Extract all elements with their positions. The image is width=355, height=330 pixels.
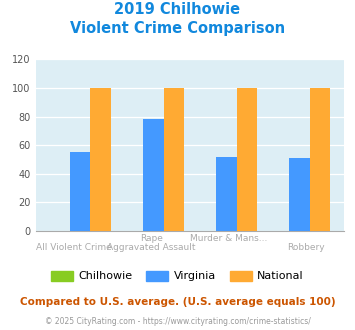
Bar xyxy=(216,157,237,231)
Text: Aggravated Assault: Aggravated Assault xyxy=(107,243,196,251)
Text: All Violent Crime: All Violent Crime xyxy=(36,243,112,251)
Text: Robbery: Robbery xyxy=(287,243,324,251)
Bar xyxy=(237,88,257,231)
Bar xyxy=(91,88,111,231)
Bar xyxy=(310,88,330,231)
Bar xyxy=(164,88,184,231)
Text: © 2025 CityRating.com - https://www.cityrating.com/crime-statistics/: © 2025 CityRating.com - https://www.city… xyxy=(45,317,310,326)
Bar xyxy=(70,152,91,231)
Text: 2019 Chilhowie: 2019 Chilhowie xyxy=(114,2,241,16)
Text: Compared to U.S. average. (U.S. average equals 100): Compared to U.S. average. (U.S. average … xyxy=(20,297,335,307)
Legend: Chilhowie, Virginia, National: Chilhowie, Virginia, National xyxy=(47,266,308,286)
Text: Rape: Rape xyxy=(140,234,163,243)
Bar xyxy=(143,119,164,231)
Text: Murder & Mans...: Murder & Mans... xyxy=(190,234,267,243)
Bar xyxy=(289,158,310,231)
Text: Violent Crime Comparison: Violent Crime Comparison xyxy=(70,21,285,36)
